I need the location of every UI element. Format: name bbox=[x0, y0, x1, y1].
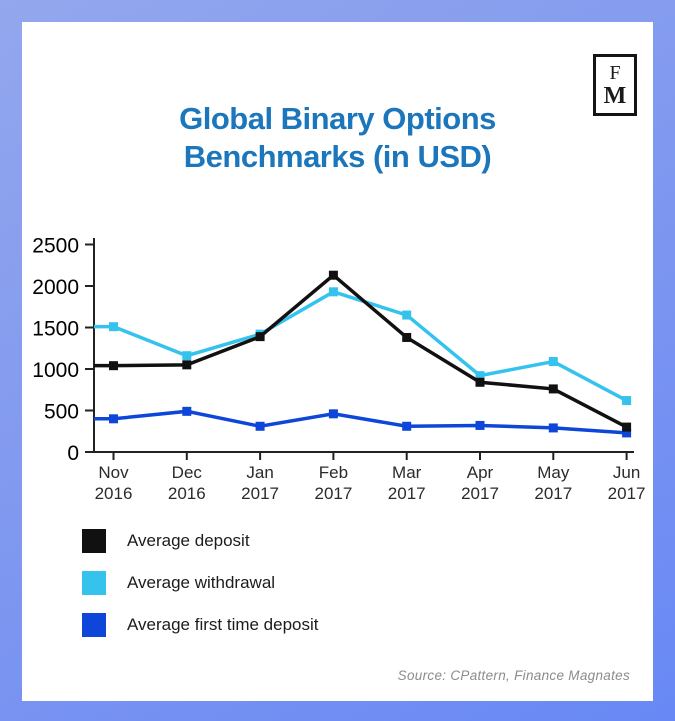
chart-canvas: 0 500 1000 1500 2000 2500 Nov 2016 Dec 2016 Jan 201… bbox=[32, 235, 646, 504]
x-tick-label: Jun 2017 bbox=[608, 463, 646, 503]
x-tick-label: Nov 2016 bbox=[95, 463, 133, 503]
y-tick-label: 2000 bbox=[32, 276, 79, 299]
data-point bbox=[328, 287, 338, 297]
y-tick-label: 1000 bbox=[32, 359, 79, 382]
legend-item-average-withdrawal: Average withdrawal bbox=[82, 571, 319, 595]
data-point bbox=[402, 332, 412, 342]
x-tick-label: Jan 2017 bbox=[241, 463, 279, 503]
data-point bbox=[548, 423, 558, 433]
data-point bbox=[402, 310, 412, 320]
x-tick-label: Mar 2017 bbox=[388, 463, 426, 503]
series-line-1 bbox=[94, 289, 628, 403]
source-credit: Source: CPattern, Finance Magnates bbox=[397, 668, 630, 683]
data-point bbox=[182, 351, 192, 361]
x-tick-label: Feb 2017 bbox=[314, 463, 352, 503]
data-point bbox=[255, 421, 265, 431]
y-tick-label: 1500 bbox=[32, 318, 79, 341]
data-point bbox=[402, 421, 412, 431]
series-line-2 bbox=[94, 409, 627, 435]
chart-title: Global Binary Options Benchmarks (in USD… bbox=[179, 101, 496, 175]
data-point bbox=[109, 414, 118, 424]
data-point bbox=[548, 357, 558, 367]
infographic-card: F M Global Binary Options Benchmarks (in… bbox=[22, 22, 653, 701]
data-point bbox=[622, 396, 632, 406]
legend-swatch-average-deposit bbox=[82, 529, 106, 553]
data-point bbox=[475, 371, 485, 381]
data-point bbox=[475, 377, 485, 387]
x-tick-label: Apr 2017 bbox=[461, 463, 499, 503]
legend-label: Average deposit bbox=[127, 531, 250, 550]
finance-magnates-logo: F M bbox=[593, 54, 637, 116]
data-point bbox=[328, 270, 338, 280]
logo-letter-f: F bbox=[609, 61, 621, 84]
data-point bbox=[622, 428, 632, 438]
logo-letter-m: M bbox=[603, 82, 627, 109]
data-point bbox=[328, 409, 338, 419]
data-point bbox=[622, 422, 632, 432]
data-point bbox=[182, 360, 192, 370]
line-chart: 0 500 1000 1500 2000 2500 Nov 2016 Dec 2016 Jan 201… bbox=[30, 230, 661, 515]
data-point bbox=[475, 420, 485, 430]
y-tick-label: 0 bbox=[67, 442, 79, 465]
data-point bbox=[109, 322, 118, 332]
data-point bbox=[255, 332, 265, 342]
y-tick-label: 500 bbox=[44, 401, 79, 424]
legend-swatch-average-first-time-deposit bbox=[82, 613, 106, 637]
legend-label: Average withdrawal bbox=[127, 573, 276, 592]
chart-legend: Average deposit Average withdrawal Avera… bbox=[82, 529, 319, 637]
y-tick-label: 2500 bbox=[32, 235, 79, 258]
data-point bbox=[548, 384, 558, 394]
x-tick-label: Dec 2016 bbox=[168, 463, 206, 503]
legend-label: Average first time deposit bbox=[127, 615, 319, 634]
data-point bbox=[182, 406, 192, 416]
legend-item-average-deposit: Average deposit bbox=[82, 529, 319, 553]
x-tick-label: May 2017 bbox=[534, 463, 572, 503]
legend-item-average-first-time-deposit: Average first time deposit bbox=[82, 613, 319, 637]
data-point bbox=[109, 361, 118, 371]
legend-swatch-average-withdrawal bbox=[82, 571, 106, 595]
